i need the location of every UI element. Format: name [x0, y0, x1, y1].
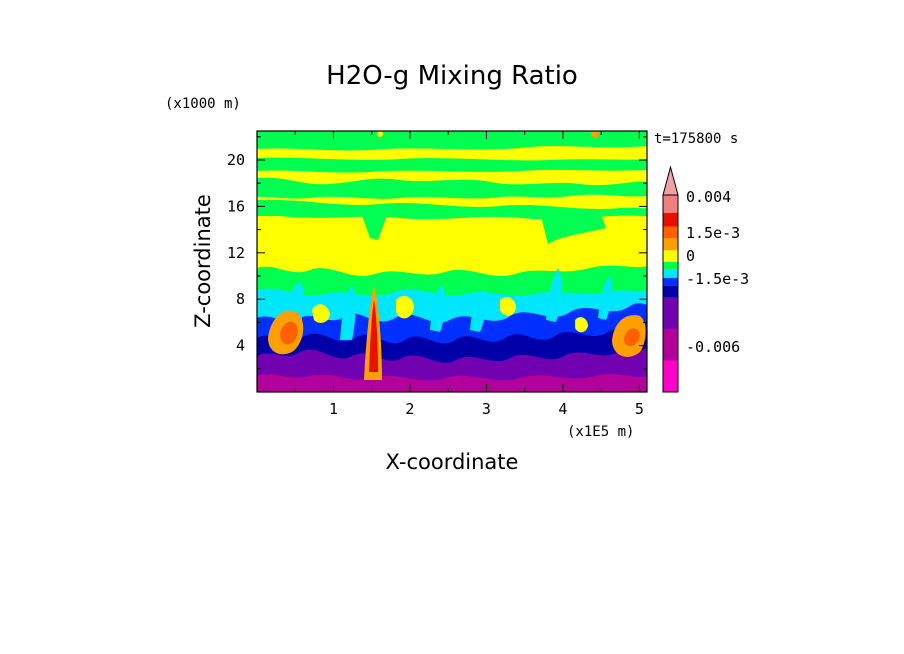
y-ticks: 4 8 12 16 20: [227, 136, 647, 370]
field-magenta-surface: [257, 374, 647, 392]
colorbar-segment: [663, 212, 678, 227]
chart-title: H2O-g Mixing Ratio: [326, 61, 578, 91]
heatmap-field: [257, 131, 647, 392]
moist-plume-center-core: [369, 300, 378, 372]
plume-2: [340, 286, 356, 340]
colorbar-segment: [663, 226, 678, 239]
colorbar-segment: [663, 250, 678, 262]
y-tick-label: 16: [227, 197, 245, 215]
plume-4: [470, 290, 487, 332]
plume-5: [546, 268, 562, 322]
field-green-right-patch: [540, 212, 606, 244]
y-tick-label: 12: [227, 244, 245, 262]
x-tick-label: 3: [482, 400, 491, 418]
y-tick-label: 20: [227, 151, 245, 169]
x-ticks: 1 2 3 4 5: [256, 131, 644, 418]
y-tick-label: 8: [236, 290, 245, 308]
colorbar-segment: [663, 328, 678, 361]
yellow-blob-4: [575, 317, 588, 333]
field-green-band-3: [257, 177, 647, 199]
colorbar-frame: [662, 194, 679, 393]
x-axis-label: X-coordinate: [386, 450, 519, 474]
colorbar-segment: [663, 269, 678, 278]
colorbar-segment: [663, 238, 678, 251]
moist-plume-right-core: [624, 328, 640, 346]
x-tick-label: 2: [405, 400, 414, 418]
yellow-blob-1: [312, 304, 330, 323]
orange-spot-2: [377, 131, 383, 137]
field-green-top: [257, 131, 647, 151]
colorbar-segment: [663, 195, 678, 213]
x-tick-label: 1: [329, 400, 338, 418]
moist-plume-left-core: [280, 321, 298, 345]
colorbar-label: -0.006: [686, 338, 740, 356]
colorbar-labels: 0.004 1.5e-3 0 -1.5e-3 -0.006: [686, 188, 749, 356]
plume-6: [598, 276, 613, 320]
field-green-left-slant: [360, 210, 388, 240]
colorbar-segment: [663, 285, 678, 298]
colorbar-label: 0: [686, 247, 695, 265]
colorbar-segment: [663, 261, 678, 270]
colorbar-segment: [663, 360, 678, 392]
y-unit-label: (x1000 m): [165, 96, 241, 112]
plot-frame: [256, 130, 648, 393]
colorbar: [662, 165, 679, 393]
x-unit-label: (x1E5 m): [567, 424, 634, 440]
colorbar-segment: [663, 297, 678, 329]
time-label: t=175800 s: [654, 131, 738, 147]
colorbar-label: 0.004: [686, 188, 731, 206]
colorbar-arrow: [662, 165, 679, 196]
orange-spot-1: [591, 131, 599, 138]
y-tick-label: 4: [236, 337, 245, 355]
x-tick-label: 4: [558, 400, 567, 418]
yellow-blob-3: [500, 297, 516, 316]
y-axis-label: Z-coordinate: [191, 194, 215, 328]
colorbar-label: -1.5e-3: [686, 270, 749, 288]
plume-3: [430, 286, 446, 332]
field-green-band-2: [257, 157, 647, 173]
x-tick-label: 5: [635, 400, 644, 418]
colorbar-segment: [663, 277, 678, 286]
yellow-blob-2: [396, 295, 414, 319]
colorbar-label: 1.5e-3: [686, 224, 740, 242]
